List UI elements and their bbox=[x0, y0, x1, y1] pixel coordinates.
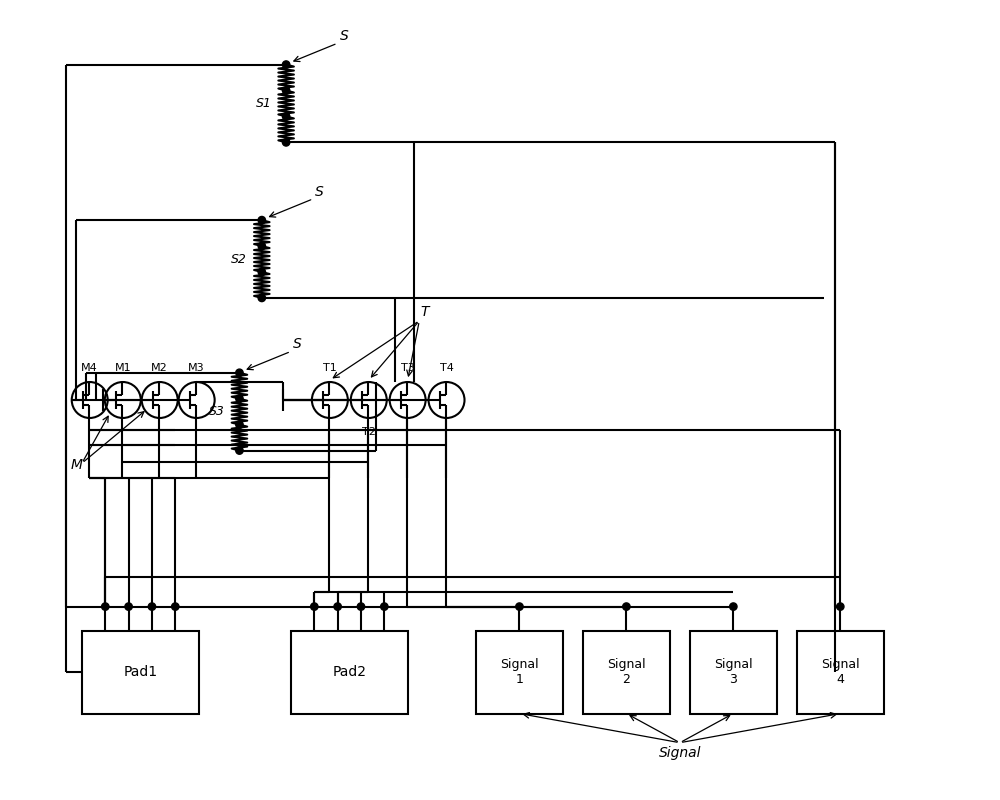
Circle shape bbox=[357, 603, 365, 610]
Text: S: S bbox=[293, 338, 302, 351]
Circle shape bbox=[258, 217, 265, 224]
Text: T3: T3 bbox=[401, 363, 415, 374]
Circle shape bbox=[125, 603, 132, 610]
Circle shape bbox=[258, 242, 265, 250]
Circle shape bbox=[623, 603, 630, 610]
Text: T1: T1 bbox=[323, 363, 337, 374]
Circle shape bbox=[381, 603, 388, 610]
Text: Signal
1: Signal 1 bbox=[500, 658, 539, 686]
Text: Signal
3: Signal 3 bbox=[714, 658, 753, 686]
Text: M1: M1 bbox=[114, 363, 131, 374]
Bar bbox=[690, 631, 777, 714]
Bar bbox=[476, 631, 563, 714]
Text: S1: S1 bbox=[256, 97, 272, 110]
Text: T2: T2 bbox=[362, 426, 376, 437]
Circle shape bbox=[236, 369, 243, 377]
Text: S2: S2 bbox=[231, 253, 247, 266]
Circle shape bbox=[172, 603, 179, 610]
Circle shape bbox=[311, 603, 318, 610]
Bar bbox=[82, 631, 199, 714]
Circle shape bbox=[148, 603, 156, 610]
Text: Signal
2: Signal 2 bbox=[607, 658, 646, 686]
Text: S3: S3 bbox=[209, 405, 225, 418]
Circle shape bbox=[282, 138, 290, 146]
Circle shape bbox=[516, 603, 523, 610]
Text: S: S bbox=[340, 29, 348, 43]
Text: Signal
4: Signal 4 bbox=[821, 658, 860, 686]
Circle shape bbox=[258, 268, 265, 276]
Circle shape bbox=[282, 113, 290, 120]
Text: S: S bbox=[315, 185, 324, 198]
Circle shape bbox=[334, 603, 341, 610]
Text: M4: M4 bbox=[81, 363, 98, 374]
Circle shape bbox=[102, 603, 109, 610]
Circle shape bbox=[236, 447, 243, 454]
Circle shape bbox=[837, 603, 844, 610]
Text: M3: M3 bbox=[188, 363, 205, 374]
Text: M2: M2 bbox=[151, 363, 168, 374]
Text: Signal: Signal bbox=[659, 746, 701, 760]
Circle shape bbox=[236, 395, 243, 402]
Text: T: T bbox=[420, 305, 429, 319]
Text: M: M bbox=[70, 458, 82, 472]
Bar bbox=[583, 631, 670, 714]
Bar bbox=[291, 631, 408, 714]
Bar bbox=[797, 631, 884, 714]
Text: Pad2: Pad2 bbox=[332, 666, 366, 679]
Circle shape bbox=[258, 294, 265, 302]
Text: T4: T4 bbox=[440, 363, 453, 374]
Text: Pad1: Pad1 bbox=[123, 666, 157, 679]
Circle shape bbox=[282, 61, 290, 68]
Circle shape bbox=[236, 421, 243, 428]
Circle shape bbox=[730, 603, 737, 610]
Circle shape bbox=[282, 87, 290, 94]
